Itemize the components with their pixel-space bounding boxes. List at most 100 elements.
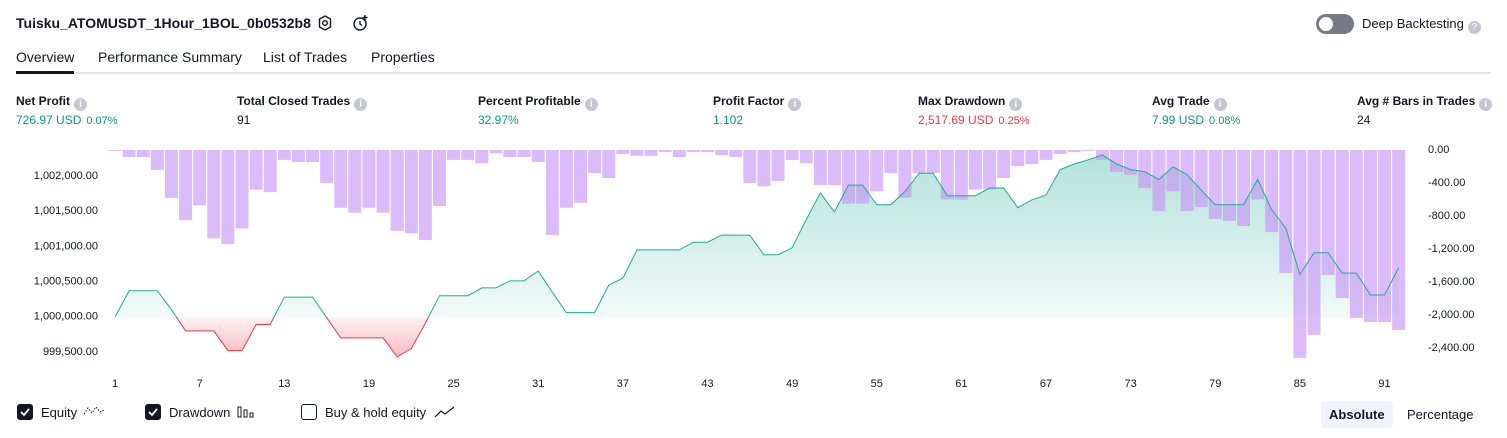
tab[interactable]: Properties — [371, 49, 435, 65]
mode-button[interactable]: Absolute — [1321, 401, 1393, 428]
help-icon[interactable]: ? — [1467, 21, 1481, 34]
stat-label: Avg # Bars in Trades i — [1357, 94, 1493, 111]
checkbox[interactable] — [301, 404, 317, 420]
mode-button[interactable]: Percentage — [1407, 407, 1474, 422]
y-tick-label: 1,002,000.00 — [34, 170, 98, 182]
tab[interactable]: Performance Summary — [98, 49, 242, 65]
stat-label-text: Max Drawdown — [918, 94, 1006, 108]
drawdown-bar — [1039, 150, 1053, 160]
drawdown-bar — [249, 150, 263, 190]
drawdown-bar — [729, 150, 743, 158]
drawdown-bar — [1180, 150, 1194, 212]
stat-percent: 0.08% — [1209, 115, 1241, 127]
stat-value: 32.97% — [478, 113, 519, 127]
stat-value: 1.102 — [713, 113, 743, 127]
drawdown-bar — [940, 150, 954, 200]
drawdown-bar — [785, 150, 799, 160]
drawdown-bar — [1138, 150, 1152, 188]
drawdown-bar — [221, 150, 235, 245]
drawdown-bar — [757, 150, 771, 187]
info-icon[interactable]: i — [788, 98, 802, 111]
drawdown-bar — [108, 150, 122, 151]
drawdown-bar — [842, 150, 856, 204]
legend-item[interactable]: Drawdown — [145, 404, 258, 420]
drawdown-bar — [1378, 150, 1392, 323]
drawdown-bar — [320, 150, 334, 184]
checkbox[interactable] — [17, 404, 33, 420]
drawdown-bar — [602, 150, 616, 179]
drawdown-bar — [884, 150, 898, 174]
legend-icon — [434, 405, 456, 419]
info-icon[interactable]: i — [354, 98, 368, 111]
drawdown-bar — [447, 150, 461, 160]
drawdown-bar — [968, 150, 982, 190]
toggle-label: Deep Backtesting? — [1362, 16, 1481, 34]
drawdown-bar — [1208, 150, 1222, 219]
stat-value-text: 32.97% — [478, 113, 519, 127]
drawdown-bar — [870, 150, 884, 192]
y-tick-label: 1,000,000.00 — [34, 311, 98, 323]
drawdown-bar — [461, 150, 475, 160]
stat-label-text: Avg # Bars in Trades — [1357, 94, 1476, 108]
drawdown-bar — [1335, 150, 1349, 299]
info-icon[interactable]: i — [1213, 98, 1227, 111]
stat-value-text: 726.97 USD — [16, 113, 82, 127]
y-tick-label: 1,000,500.00 — [34, 276, 98, 288]
tab[interactable]: Overview — [16, 49, 75, 65]
settings-icon[interactable] — [316, 14, 334, 32]
legend-label: Equity — [41, 404, 78, 420]
drawdown-bar — [291, 150, 305, 162]
stat-label-text: Total Closed Trades — [237, 94, 351, 108]
stat-label-text: Percent Profitable — [478, 94, 581, 108]
x-tick-label: 55 — [871, 378, 883, 390]
drawdown-bar — [1152, 150, 1166, 212]
drawdown-bar — [1194, 150, 1208, 207]
drawdown-bar — [164, 150, 178, 198]
drawdown-bar — [644, 150, 658, 156]
x-tick-label: 37 — [617, 378, 629, 390]
drawdown-bar — [856, 150, 870, 204]
drawdown-bar — [362, 150, 376, 208]
deep-backtesting-toggle[interactable] — [1316, 14, 1354, 34]
drawdown-bar — [926, 150, 940, 174]
legend-item[interactable]: Buy & hold equity — [301, 404, 456, 420]
info-icon[interactable]: i — [74, 98, 87, 111]
equity-chart: 999,500.00 1,000,000.00 1,000,500.00 1,001,… — [34, 144, 1475, 390]
y2-tick-label: -2,000.00 — [1428, 309, 1474, 321]
checkbox[interactable] — [145, 404, 161, 420]
stat-percent: 0.25% — [998, 115, 1030, 127]
x-tick-label: 61 — [955, 378, 967, 390]
drawdown-bar — [517, 150, 531, 158]
drawdown-bar — [1293, 150, 1307, 358]
drawdown-bar — [700, 150, 714, 153]
tab[interactable]: List of Trades — [263, 49, 348, 65]
x-tick-label: 25 — [447, 378, 459, 390]
info-icon[interactable]: i — [584, 98, 598, 111]
drawdown-bar — [179, 150, 193, 221]
drawdown-bar — [771, 150, 785, 181]
stat-label: Max Drawdown i — [918, 94, 1023, 111]
drawdown-bar — [475, 150, 489, 164]
drawdown-bar — [1124, 150, 1138, 175]
stat-value-text: 2,517.69 USD — [918, 113, 994, 127]
stat-value-text: 24 — [1357, 113, 1371, 127]
stat-value: 7.99 USD 0.08% — [1152, 113, 1240, 127]
info-icon[interactable]: i — [1479, 98, 1493, 111]
info-icon[interactable]: i — [1009, 98, 1023, 111]
legend-item[interactable]: Equity — [17, 404, 105, 420]
y2-tick-label: -800.00 — [1428, 210, 1465, 222]
drawdown-bar — [912, 150, 926, 174]
drawdown-bar — [277, 150, 291, 160]
add-alert-icon[interactable] — [351, 13, 371, 33]
stat-label-text: Avg Trade — [1152, 94, 1210, 108]
drawdown-bar — [658, 150, 672, 153]
drawdown-bar — [574, 150, 588, 203]
drawdown-bar — [150, 150, 164, 170]
tab-divider — [16, 72, 1491, 74]
stat-value-text: 91 — [237, 113, 251, 127]
y-tick-label: 1,001,000.00 — [34, 240, 98, 252]
stat-value: 726.97 USD 0.07% — [16, 113, 118, 127]
drawdown-bar — [136, 150, 150, 158]
stat-label: Avg Trade i — [1152, 94, 1227, 111]
drawdown-bar — [334, 150, 348, 208]
